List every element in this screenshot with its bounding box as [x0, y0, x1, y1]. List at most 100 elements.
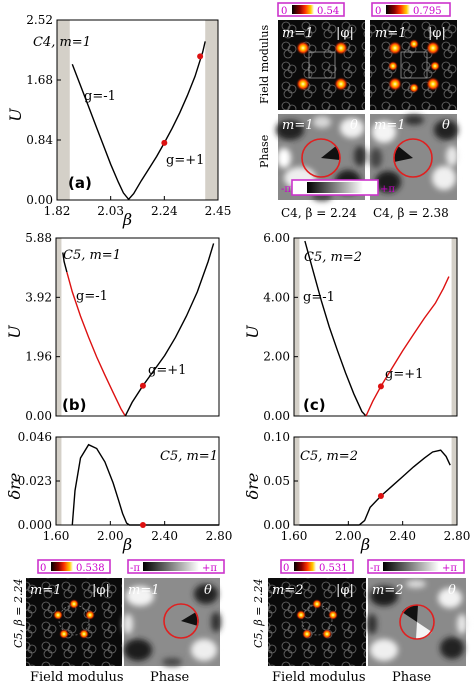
inset-c5-right-colorbar: 0 0.531 — [280, 559, 354, 574]
plot-frame — [56, 19, 219, 201]
inset-c5-left-phase-max: +π — [202, 563, 217, 574]
inset-c5-right-cap-phase: Phase — [392, 670, 432, 683]
series-line — [66, 272, 126, 417]
series-line — [124, 243, 215, 417]
inset-c4-colorbar-2: 0 0.795 — [371, 2, 451, 17]
inset-c4-field-2: m=1 |φ| — [370, 20, 457, 110]
gray-band — [451, 437, 457, 525]
panel-c-delta-header: C5, m=2 — [300, 449, 358, 464]
y-axis-label: U — [6, 108, 25, 122]
inset-c5-left: C5, β = 2.24 0 0.538 -π +π m=1 |φ| — [12, 559, 225, 683]
inset-c4-caption-2: C4, β = 2.38 — [373, 206, 449, 220]
panel-b-branch-left: g=-1 — [76, 289, 108, 304]
y-tick-label: 3.92 — [25, 290, 52, 304]
panel-c-branch-left: g=-1 — [303, 290, 335, 305]
panel-c-header: C5, m=2 — [304, 250, 362, 265]
inset-c4-caption-1: C4, β = 2.24 — [281, 206, 357, 220]
data-point-marker — [377, 492, 384, 499]
inset-c5-left-phase-colorbar: -π +π — [127, 559, 225, 574]
y-tick-label: 0.00 — [26, 193, 53, 207]
inset-c4-bar1-max: 0.54 — [317, 6, 339, 17]
inset-c5-left-field: m=1 |φ| — [26, 578, 122, 666]
y-tick-label: 0.046 — [18, 430, 52, 444]
inset-c5-left-colorbar: 0 0.538 — [37, 559, 111, 574]
inset-c5-left-cap-field: Field modulus — [30, 670, 124, 683]
panel-c: 0.00 2.00 4.00 6.00 U 0.00 0.05 0.10 1.60 2.00 2.… — [243, 231, 470, 554]
inset-c5-right-phase: m=2 θ — [367, 578, 467, 666]
inset-c4-theta-2: θ — [442, 118, 450, 133]
gray-band — [57, 20, 70, 200]
y-tick-label: 1.96 — [25, 350, 52, 364]
y-tick-label: 0.05 — [263, 474, 290, 488]
panel-b-delta-header: C5, m=1 — [160, 449, 218, 464]
panel-c-tag: (c) — [303, 396, 326, 414]
inset-c5-right-cap-field: Field modulus — [272, 670, 366, 683]
panel-b-tag: (b) — [62, 396, 86, 414]
plot-frame — [293, 237, 458, 417]
inset-c5-right-phase-min: -π — [370, 563, 380, 574]
y-tick-label: 0.10 — [263, 430, 290, 444]
inset-c5-right-phase-max: +π — [442, 563, 457, 574]
x-tick-label: 2.00 — [335, 529, 362, 543]
panel-b-header: C5, m=1 — [63, 248, 121, 263]
y-tick-label: 1.68 — [26, 73, 53, 87]
x-tick-label: 2.45 — [205, 204, 232, 218]
inset-c5-left-bar-min: 0 — [40, 563, 46, 574]
x-tick-label: 2.80 — [444, 529, 471, 543]
inset-c5-right-side: C5, β = 2.24 — [252, 579, 265, 648]
inset-c5-right: C5, β = 2.24 0 0.531 -π +π m=2 |φ| — [252, 559, 467, 683]
panel-b: 0.00 1.96 3.92 5.88 U 0.000 0.023 0.046 1.60 2.0… — [5, 231, 232, 554]
inset-c4-bar1-min: 0 — [281, 6, 287, 17]
y-tick-label: 0.00 — [25, 409, 52, 423]
y-axis-label: δre — [5, 473, 24, 500]
y-tick-label: 2.00 — [263, 350, 290, 364]
inset-c4-field-1: m=1 |φ| — [278, 20, 365, 110]
inset-c5-left-side: C5, β = 2.24 — [12, 579, 25, 648]
panel-c-delta-plot: 0.00 0.05 0.10 1.60 2.00 2.40 2.80 δre β — [243, 430, 470, 554]
inset-c5-right-bar-max: 0.531 — [319, 563, 348, 574]
x-axis-label: β — [360, 535, 370, 554]
x-axis-label: β — [122, 535, 132, 554]
x-tick-label: 1.60 — [281, 529, 308, 543]
y-tick-label: 0.84 — [26, 133, 53, 147]
inset-c4-colorbar-1: 0 0.54 — [277, 2, 345, 17]
x-axis-label: β — [122, 210, 132, 229]
inset-c5-left-cap-phase: Phase — [150, 670, 190, 683]
panel-a-header: C4, m=1 — [33, 35, 91, 50]
panel-a-branch-right: g=+1 — [166, 153, 204, 168]
inset-c4-bar2-min: 0 — [375, 6, 381, 17]
series-line — [299, 449, 451, 526]
x-tick-label: 2.03 — [97, 204, 124, 218]
inset-c5-right-theta: θ — [448, 583, 456, 598]
panel-a: 0.00 0.84 1.68 2.52 1.82 2.03 2.24 2.45 Uβ C4, m… — [6, 13, 231, 229]
y-tick-label: 5.88 — [25, 231, 52, 245]
data-point-marker — [377, 383, 384, 390]
inset-c4-phase-colorbar: -π +π — [281, 179, 395, 196]
y-tick-label: 2.52 — [26, 13, 53, 27]
inset-c5-left-phi: |φ| — [92, 583, 110, 598]
inset-c4-theta-1: θ — [350, 118, 358, 133]
inset-c4-phase-max: +π — [380, 184, 395, 195]
inset-c4-phase-2: m=1 θ — [370, 114, 458, 200]
inset-c5-right-field: m=2 |φ| — [268, 578, 366, 666]
panel-a-tag: (a) — [68, 174, 92, 192]
x-tick-label: 2.24 — [151, 204, 178, 218]
x-tick-label: 2.80 — [206, 529, 233, 543]
panel-c-plot: 0.00 2.00 4.00 6.00 U — [243, 231, 458, 423]
inset-c4-phase-m-1: m=1 — [282, 118, 314, 133]
inset-c5-left-bar-max: 0.538 — [76, 563, 105, 574]
series-line — [71, 443, 219, 526]
data-point-marker — [197, 53, 204, 60]
inset-c5-right-m: m=2 — [272, 583, 304, 598]
inset-c5-right-bar-min: 0 — [283, 563, 289, 574]
inset-c5-left-phase-min: -π — [130, 563, 140, 574]
y-tick-label: 0.00 — [263, 518, 290, 532]
inset-c5-right-phi: |φ| — [336, 583, 354, 598]
inset-c4-phase-min: -π — [281, 184, 291, 195]
y-tick-label: 0.000 — [18, 518, 52, 532]
inset-c5-right-phase-colorbar: -π +π — [367, 559, 465, 574]
inset-c4-row-field: Field modulus — [258, 25, 271, 104]
plot-frame — [55, 237, 220, 417]
series-line — [304, 240, 367, 417]
